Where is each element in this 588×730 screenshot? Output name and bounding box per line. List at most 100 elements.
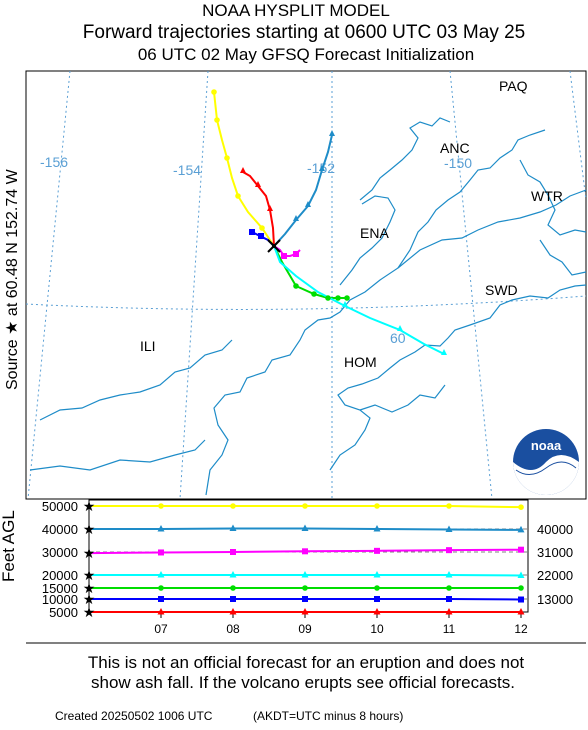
green-point: [293, 283, 299, 289]
meridian-154: [179, 70, 209, 500]
altitude-point: [158, 503, 164, 509]
y-axis-label: Feet AGL: [0, 510, 18, 582]
x-tick-label: 10: [370, 622, 384, 636]
coast-west-bay: [29, 439, 206, 471]
start-star: ★: [83, 591, 96, 607]
altitude-point: [301, 524, 309, 532]
coast-cook-inlet-east: [329, 284, 587, 471]
trajectory-red: [242, 171, 275, 247]
lon-label-150: -150: [444, 155, 472, 171]
altitude-point: [374, 503, 380, 509]
y-tick-label: 5000: [49, 605, 78, 620]
green-point: [325, 295, 331, 301]
altitude-point: [158, 549, 164, 556]
noaa-logo: noaa: [513, 429, 579, 495]
altitude-point: [518, 546, 524, 553]
parallel-60: [25, 295, 587, 310]
place-paq: PAQ: [499, 78, 528, 94]
place-anc: ANC: [440, 140, 470, 156]
altitude-point: [374, 585, 380, 591]
altitude-point: [374, 547, 380, 554]
altitude-point: [517, 608, 525, 615]
red-point: [267, 205, 273, 211]
trajectory-yellow: [213, 91, 275, 247]
cyan-point: [441, 349, 447, 355]
altitude-point: [229, 571, 237, 578]
meridian-156: [27, 70, 71, 500]
place-ili: ILI: [140, 338, 156, 354]
altitude-point: [302, 503, 308, 509]
altitude-point: [373, 571, 381, 578]
yellow-point: [224, 155, 230, 161]
title-line2: Forward trajectories starting at 0600 UT…: [83, 22, 525, 43]
y-tick-label: 15000: [42, 581, 78, 596]
yellow-point: [259, 225, 265, 231]
green-point: [344, 295, 350, 301]
footer-akdt: (AKDT=UTC minus 8 hours): [253, 709, 403, 723]
altitude-point: [229, 524, 237, 532]
altitude-point: [158, 585, 164, 591]
start-star: ★: [83, 521, 96, 537]
blue-point: [305, 201, 311, 207]
coastlines: [29, 117, 587, 496]
x-tick-label: 09: [298, 622, 312, 636]
altitude-point: [518, 504, 524, 510]
altitude-point: [230, 596, 236, 602]
altitude-point: [157, 525, 165, 532]
altitude-point: [230, 549, 236, 555]
green-point: [335, 295, 341, 301]
coast-lake-iliamna: [39, 339, 233, 421]
start-star: ★: [83, 545, 96, 561]
altitude-point: [517, 525, 525, 533]
y-tick-label: 30000: [42, 545, 78, 560]
coast-cook-inlet-west: [205, 129, 546, 496]
title-line1: NOAA HYSPLIT MODEL: [202, 1, 390, 20]
x-tick-label: 11: [443, 622, 456, 636]
altitude-point: [302, 548, 308, 555]
darkblue-point: [258, 233, 264, 239]
footer-notice-line2: show ash fall. If the volcano erupts see…: [91, 673, 515, 692]
altitude-point: [230, 585, 236, 591]
right-level-label: 31000: [537, 545, 573, 560]
yellow-point: [235, 193, 241, 199]
x-tick-label: 12: [514, 622, 528, 636]
x-tick-label: 07: [154, 622, 168, 636]
altitude-point: [445, 571, 453, 578]
source-side-label: Source ★ at 60.48 N 152.74 W: [4, 168, 21, 390]
place-ena: ENA: [360, 225, 389, 241]
red-point: [240, 167, 246, 173]
green-point: [311, 291, 317, 297]
place-swd: SWD: [485, 282, 518, 298]
altitude-point: [446, 596, 452, 602]
start-star: ★: [83, 567, 96, 583]
red-point: [255, 181, 261, 187]
right-level-label: 22000: [537, 568, 573, 583]
lon-label-154: -154: [173, 162, 201, 178]
altitude-point: [157, 608, 165, 615]
lat-label-60: 60: [390, 330, 406, 346]
altitude-point: [158, 596, 164, 602]
altitude-panel: Feet AGL 50000 40000 30000 2000015000100005…: [0, 498, 573, 636]
altitude-series: [88, 503, 525, 615]
noaa-logo-text: noaa: [531, 438, 562, 453]
coast-pws: [519, 159, 587, 236]
altitude-border: [88, 499, 529, 613]
right-level-label: 40000: [537, 522, 573, 537]
yellow-point: [211, 89, 217, 95]
blue-point: [329, 130, 335, 136]
start-star: ★: [83, 604, 96, 620]
coast-knik-arm: [359, 117, 451, 201]
altitude-point: [230, 503, 236, 509]
x-tick-label: 08: [226, 622, 240, 636]
coast-turnagain: [397, 189, 587, 269]
altitude-point: [229, 608, 237, 615]
y-tick-label: 20000: [42, 568, 78, 583]
blue-point: [293, 215, 299, 221]
footer-notice-line1: This is not an official forecast for an …: [88, 653, 525, 672]
blue-point: [319, 165, 325, 171]
place-hom: HOM: [344, 354, 377, 370]
cyan-point: [397, 325, 403, 331]
altitude-point: [373, 608, 381, 615]
altitude-point: [374, 596, 380, 602]
